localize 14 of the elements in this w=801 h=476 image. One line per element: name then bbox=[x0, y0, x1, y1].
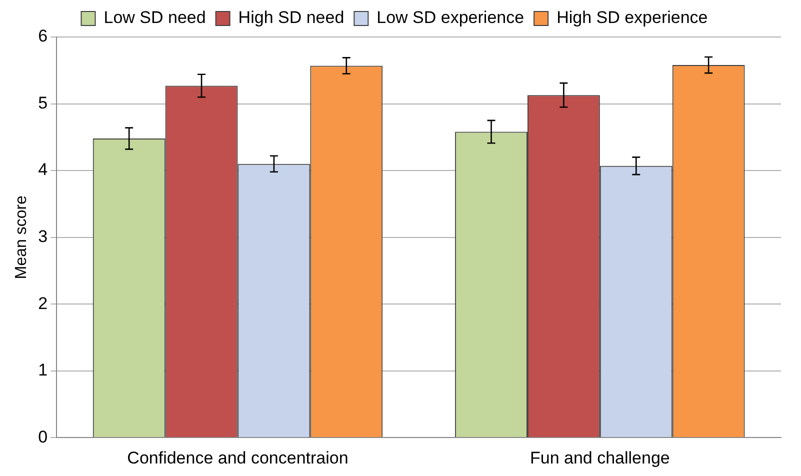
x-tick-label: Confidence and concentraion bbox=[127, 448, 348, 468]
y-tick-label: 0 bbox=[38, 427, 48, 446]
y-tick-label: 3 bbox=[38, 226, 48, 246]
y-tick-label: 5 bbox=[38, 93, 48, 112]
legend-label: Low SD need bbox=[104, 8, 206, 28]
y-tick-label: 1 bbox=[38, 360, 48, 380]
legend-label: High SD need bbox=[238, 8, 344, 28]
y-axis-title: Mean score bbox=[13, 195, 30, 280]
legend-label: Low SD experience bbox=[376, 8, 524, 28]
y-tick-label: 2 bbox=[38, 294, 48, 313]
y-tick-label: 4 bbox=[38, 160, 48, 180]
legend-label: High SD experience bbox=[556, 8, 708, 28]
y-tick-label: 6 bbox=[38, 26, 48, 46]
x-tick-label: Fun and challenge bbox=[530, 448, 670, 468]
